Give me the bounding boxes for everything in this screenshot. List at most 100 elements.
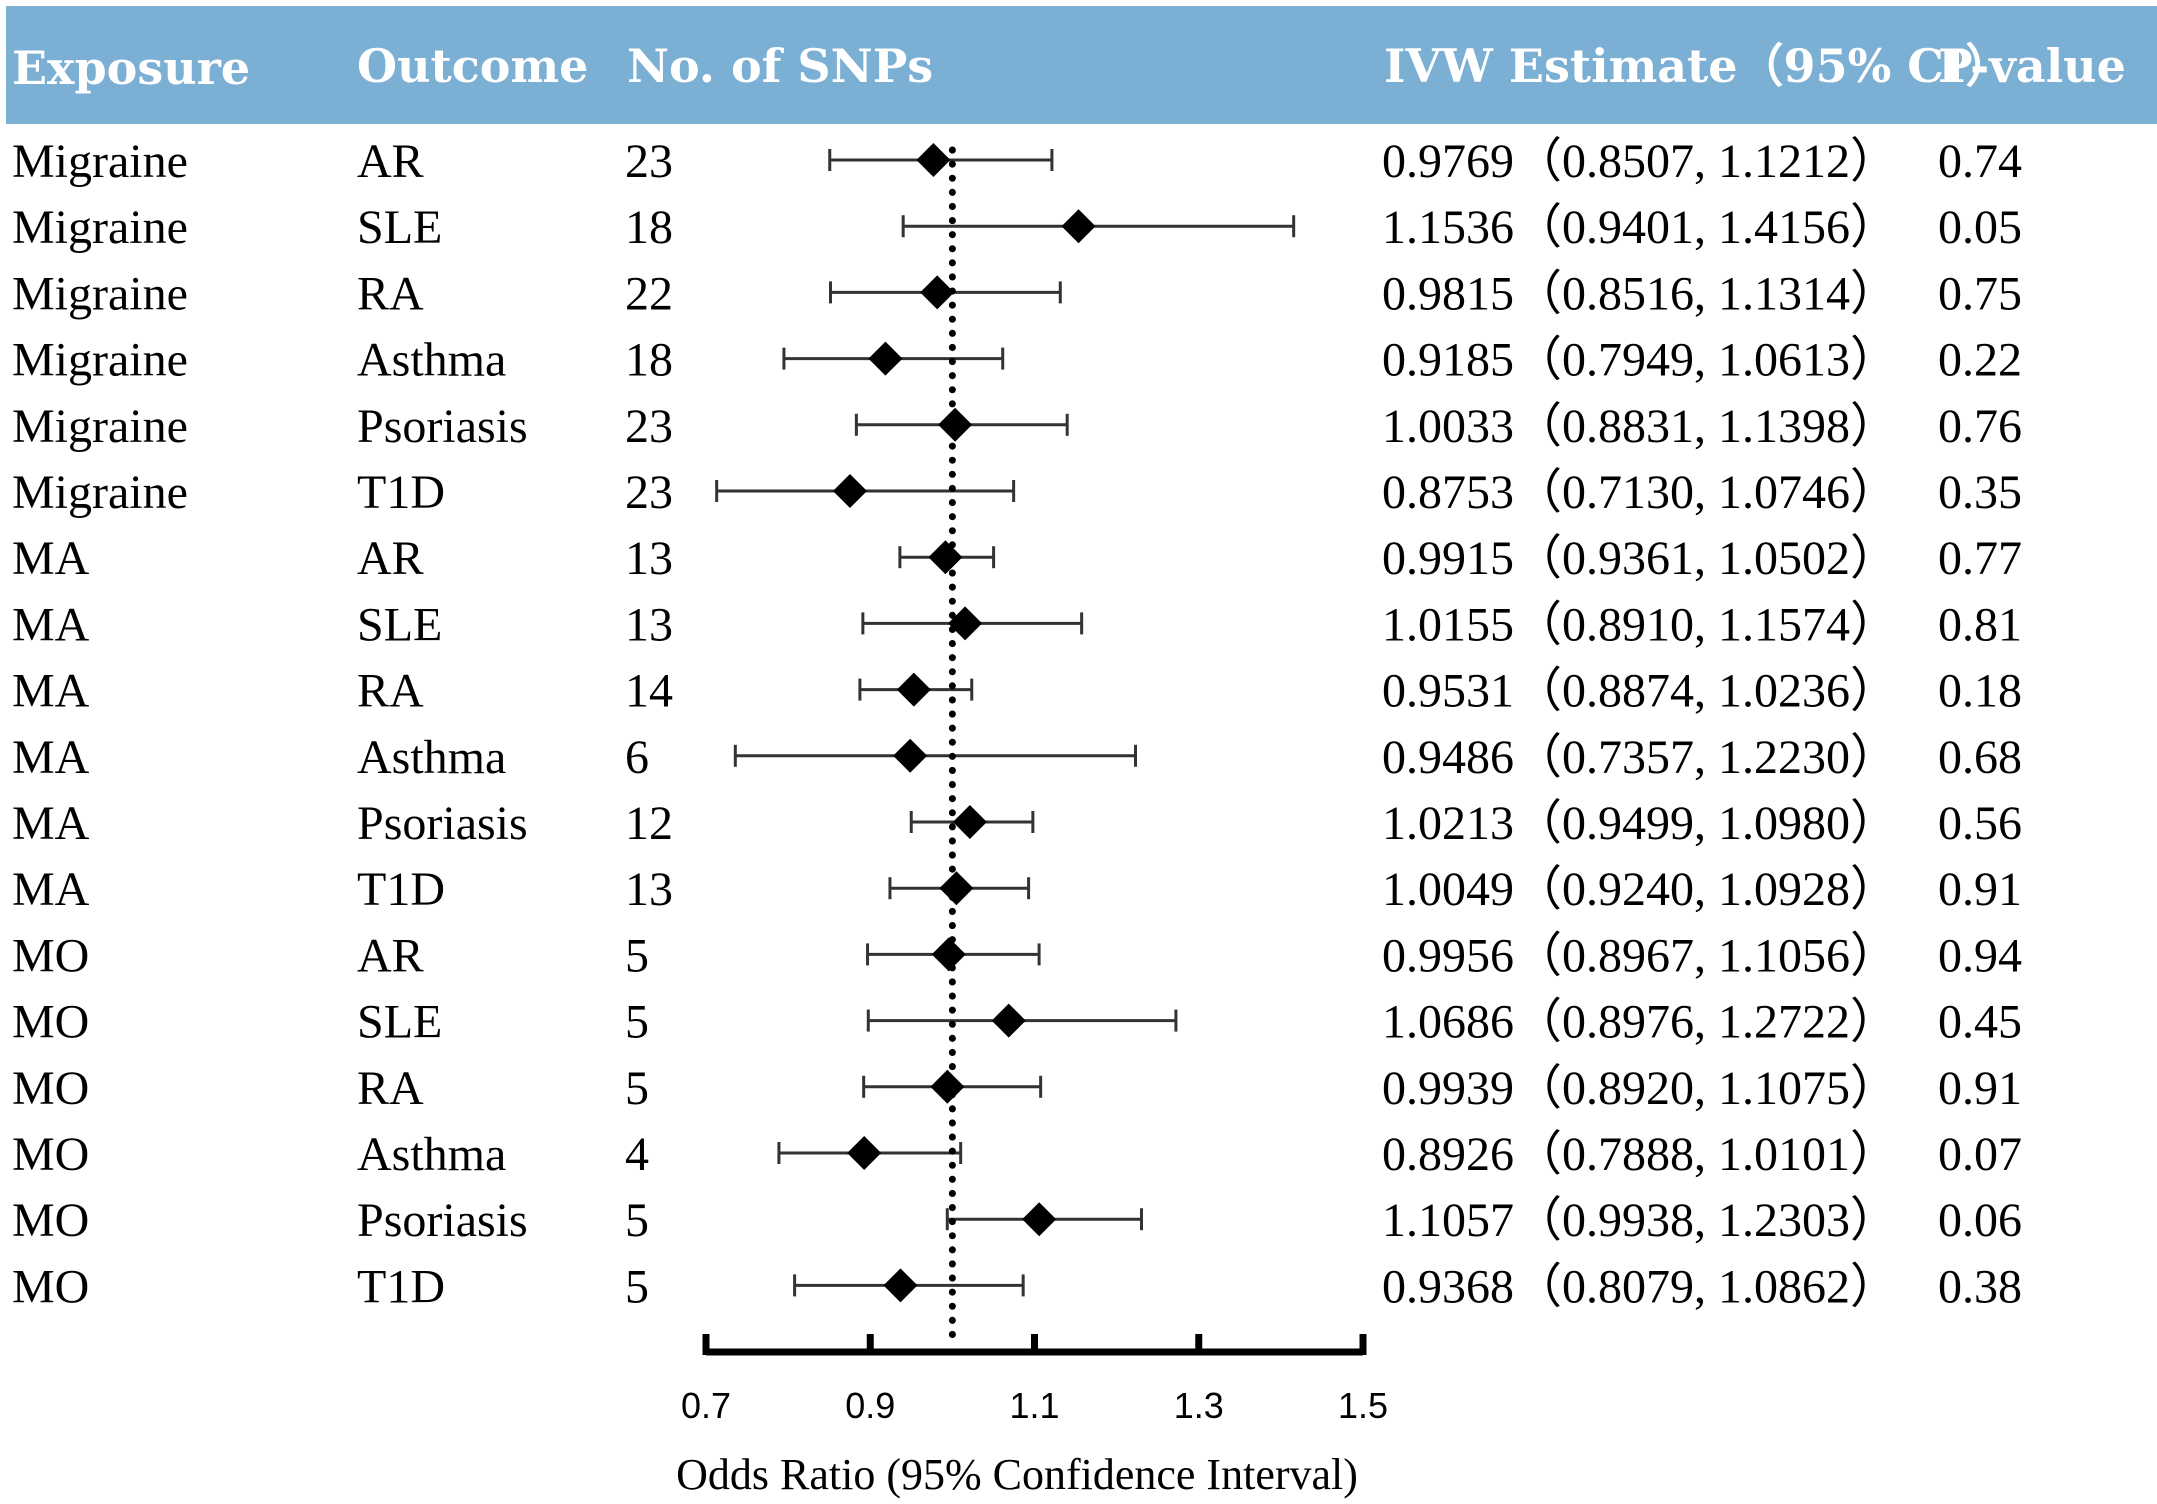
cell-snps: 18 — [625, 334, 673, 387]
cell-pvalue: 0.38 — [1938, 1260, 2022, 1313]
or-point — [832, 474, 867, 508]
header-estimate: IVW Estimate（95% CI） — [1384, 39, 2011, 93]
cell-pvalue: 0.75 — [1938, 267, 2022, 320]
cell-outcome: Psoriasis — [357, 797, 528, 850]
x-tick-label: 1.1 — [1009, 1385, 1059, 1426]
cell-exposure: Migraine — [12, 201, 188, 254]
cell-exposure: MA — [12, 797, 90, 850]
cell-snps: 5 — [625, 929, 649, 982]
cell-snps: 13 — [625, 863, 673, 916]
cell-outcome: AR — [357, 532, 424, 585]
cell-outcome: SLE — [357, 996, 442, 1049]
cell-exposure: Migraine — [12, 334, 188, 387]
header-pvalue: P-value — [1938, 39, 2126, 93]
cell-snps: 5 — [625, 1260, 649, 1313]
or-point — [991, 1003, 1026, 1038]
forest-marks — [715, 143, 1296, 1351]
cell-snps: 23 — [625, 400, 673, 453]
or-point — [928, 540, 963, 575]
header-snps: No. of SNPs — [627, 39, 933, 93]
cell-snps: 13 — [625, 598, 673, 651]
cell-snps: 4 — [625, 1128, 649, 1181]
or-point — [920, 275, 955, 310]
cell-pvalue: 0.07 — [1938, 1128, 2022, 1181]
cell-pvalue: 0.74 — [1938, 135, 2022, 188]
cell-estimate: 0.9815（0.8516, 1.1314） — [1382, 267, 1898, 320]
cell-snps: 6 — [625, 731, 649, 784]
cell-estimate: 0.9939（0.8920, 1.1075） — [1382, 1062, 1898, 1115]
cell-estimate: 0.9956（0.8967, 1.1056） — [1382, 929, 1898, 982]
or-point — [930, 1069, 965, 1104]
cell-outcome: SLE — [357, 598, 442, 651]
cell-pvalue: 0.94 — [1938, 929, 2022, 982]
cell-exposure: MA — [12, 532, 90, 585]
x-axis-label: Odds Ratio (95% Confidence Interval) — [676, 1450, 1358, 1499]
or-point — [896, 672, 931, 707]
cell-snps: 14 — [625, 665, 673, 718]
header-exposure: Exposure — [12, 41, 250, 95]
cell-outcome: T1D — [357, 863, 445, 916]
cell-outcome: Asthma — [357, 731, 506, 784]
cell-pvalue: 0.91 — [1938, 863, 2022, 916]
cell-outcome: Psoriasis — [357, 400, 528, 453]
cell-exposure: MA — [12, 665, 90, 718]
cell-exposure: MO — [12, 1194, 89, 1247]
header-bar — [6, 6, 2157, 124]
cell-outcome: AR — [357, 135, 424, 188]
x-tick-label: 1.3 — [1174, 1385, 1224, 1426]
cell-outcome: AR — [357, 929, 424, 982]
cell-exposure: Migraine — [12, 466, 188, 519]
or-point — [1061, 209, 1096, 244]
cell-pvalue: 0.22 — [1938, 334, 2022, 387]
cell-exposure: MA — [12, 863, 90, 916]
cell-estimate: 1.0155（0.8910, 1.1574） — [1382, 598, 1898, 651]
cell-snps: 23 — [625, 466, 673, 519]
cell-estimate: 1.0686（0.8976, 1.2722） — [1382, 996, 1898, 1049]
cell-snps: 18 — [625, 201, 673, 254]
cell-estimate: 1.0033（0.8831, 1.1398） — [1382, 400, 1898, 453]
cell-outcome: Psoriasis — [357, 1194, 528, 1247]
cell-estimate: 0.8753（0.7130, 1.0746） — [1382, 466, 1898, 519]
cell-snps: 12 — [625, 797, 673, 850]
cell-estimate: 0.9769（0.8507, 1.1212） — [1382, 135, 1898, 188]
cell-pvalue: 0.91 — [1938, 1062, 2022, 1115]
or-point — [939, 871, 974, 906]
x-tick-label: 0.9 — [845, 1385, 895, 1426]
cell-outcome: T1D — [357, 1260, 445, 1313]
cell-estimate: 0.9915（0.9361, 1.0502） — [1382, 532, 1898, 585]
or-point — [868, 341, 903, 376]
cell-snps: 5 — [625, 1194, 649, 1247]
cell-outcome: RA — [357, 1062, 424, 1115]
cell-outcome: RA — [357, 665, 424, 718]
cell-snps: 5 — [625, 1062, 649, 1115]
cell-outcome: Asthma — [357, 334, 506, 387]
cell-pvalue: 0.76 — [1938, 400, 2022, 453]
cell-snps: 5 — [625, 996, 649, 1049]
or-point — [938, 407, 973, 442]
or-point — [893, 738, 928, 773]
cell-exposure: Migraine — [12, 267, 188, 320]
cell-estimate: 0.9486（0.7357, 1.2230） — [1382, 731, 1898, 784]
or-point — [931, 937, 966, 972]
cell-estimate: 0.8926（0.7888, 1.0101） — [1382, 1128, 1898, 1181]
cell-pvalue: 0.05 — [1938, 201, 2022, 254]
cell-outcome: SLE — [357, 201, 442, 254]
cell-exposure: MO — [12, 1128, 89, 1181]
cell-pvalue: 0.81 — [1938, 598, 2022, 651]
cell-pvalue: 0.06 — [1938, 1194, 2022, 1247]
cell-outcome: Asthma — [357, 1128, 506, 1181]
cell-pvalue: 0.18 — [1938, 665, 2022, 718]
cell-pvalue: 0.68 — [1938, 731, 2022, 784]
cell-pvalue: 0.35 — [1938, 466, 2022, 519]
x-tick-label: 0.7 — [681, 1385, 731, 1426]
or-point — [952, 805, 987, 839]
or-point — [1022, 1202, 1057, 1237]
cell-outcome: T1D — [357, 466, 445, 519]
cell-estimate: 0.9368（0.8079, 1.0862） — [1382, 1260, 1898, 1313]
cell-snps: 23 — [625, 135, 673, 188]
x-axis: 0.7 0.9 1.1 1.3 1.5 — [681, 1334, 1388, 1426]
cell-outcome: RA — [357, 267, 424, 320]
header-outcome: Outcome — [357, 39, 588, 93]
cell-exposure: MO — [12, 1260, 89, 1313]
